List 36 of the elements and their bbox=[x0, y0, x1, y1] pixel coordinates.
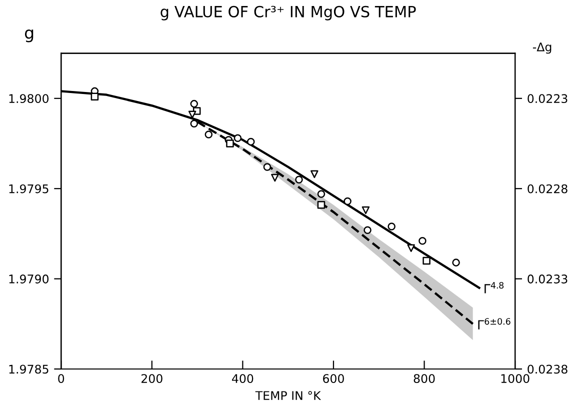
point bbox=[263, 163, 272, 171]
x-axis-title: TEMP IN °K bbox=[255, 391, 322, 400]
point bbox=[204, 130, 213, 138]
y2-tick-label: 0.0223 bbox=[528, 94, 568, 104]
point bbox=[364, 226, 372, 234]
x-tick-label: 0 bbox=[58, 374, 64, 383]
point bbox=[317, 190, 326, 198]
annotation: Γ$^{4.8}$ bbox=[484, 282, 504, 294]
annotation: Γ$^{6±0.6}$ bbox=[478, 318, 510, 330]
x-tick-label: 800 bbox=[414, 374, 435, 383]
y-tick-label: 1.9785 bbox=[9, 364, 48, 374]
x-tick-label: 400 bbox=[232, 374, 254, 383]
x-tick-label: 600 bbox=[323, 374, 344, 383]
y-tick-label: 1.9795 bbox=[9, 184, 48, 194]
y-axis-title: g bbox=[24, 29, 34, 42]
y2-axis-title: -Δg bbox=[532, 42, 552, 54]
point bbox=[310, 170, 318, 178]
y2-tick-label: 0.0233 bbox=[528, 274, 568, 284]
point bbox=[226, 140, 234, 148]
chart-title: g VALUE OF Cr³⁺ IN MgO VS TEMP bbox=[160, 6, 416, 20]
point bbox=[90, 92, 99, 100]
point bbox=[271, 174, 279, 182]
point bbox=[317, 200, 326, 209]
point bbox=[418, 237, 426, 245]
point bbox=[234, 134, 242, 142]
y-tick-label: 1.9800 bbox=[9, 94, 49, 104]
y-tick-label: 1.9790 bbox=[9, 274, 49, 284]
point bbox=[452, 258, 460, 266]
point bbox=[362, 206, 370, 214]
y2-tick-label: 0.0228 bbox=[528, 184, 568, 194]
x-tick-label: 200 bbox=[142, 374, 162, 383]
point bbox=[295, 176, 303, 184]
point bbox=[422, 256, 430, 265]
point bbox=[388, 222, 396, 230]
y2-tick-label: 0.0238 bbox=[528, 364, 568, 374]
x-tick-label: 1000 bbox=[501, 374, 530, 383]
